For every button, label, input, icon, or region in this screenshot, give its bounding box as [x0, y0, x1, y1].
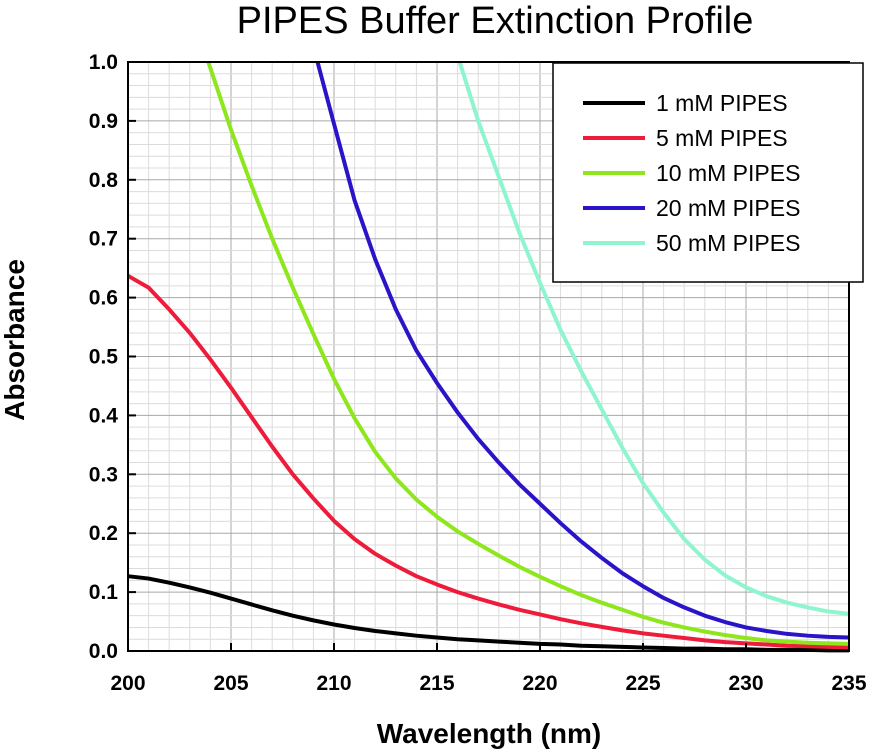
y-tick-label: 0.2	[89, 522, 118, 545]
series-line-3	[206, 61, 850, 646]
x-tick-label: 205	[213, 672, 248, 695]
x-tick-label: 235	[831, 672, 866, 695]
x-tick-label: 215	[419, 672, 454, 695]
y-tick-label: 0.0	[89, 640, 118, 663]
series-line-5	[457, 61, 850, 616]
y-tick-label: 0.9	[89, 110, 118, 133]
legend-label-3: 10 mM PIPES	[656, 160, 800, 186]
y-tick-label: 0.5	[89, 346, 119, 369]
legend-label-1: 1 mM PIPES	[656, 90, 788, 116]
y-tick-label: 0.3	[89, 463, 118, 486]
y-axis-label: Absorbance	[0, 259, 30, 421]
x-tick-label: 200	[110, 672, 145, 695]
legend: 1 mM PIPES 5 mM PIPES 10 mM PIPES 20 mM PIP…	[552, 62, 864, 283]
legend-label-2: 5 mM PIPES	[656, 125, 788, 151]
y-tick-label: 0.4	[89, 404, 119, 427]
legend-label-4: 20 mM PIPES	[656, 195, 800, 221]
x-tick-label: 220	[522, 672, 557, 695]
y-tick-label: 0.1	[89, 581, 119, 604]
tick-marks	[127, 61, 850, 652]
series-layer	[127, 61, 850, 653]
y-tick-label: 0.6	[89, 287, 118, 310]
x-tick-label: 225	[625, 672, 660, 695]
y-tick-label: 0.7	[89, 228, 118, 251]
y-tick-label: 0.8	[89, 169, 119, 192]
legend-label-5: 50 mM PIPES	[656, 230, 800, 256]
x-axis-label: Wavelength (nm)	[377, 718, 602, 749]
series-line-4	[315, 61, 850, 640]
x-tick-label: 210	[316, 672, 351, 695]
chart-title: PIPES Buffer Extinction Profile	[237, 0, 754, 42]
y-tick-label: 1.0	[89, 51, 118, 74]
series-line-2	[127, 274, 850, 650]
x-tick-label: 230	[728, 672, 763, 695]
grid	[127, 61, 850, 652]
x-tick-labels: 200 205 210 215 220 225 230 235	[110, 672, 866, 695]
y-tick-labels: 0.0 0.1 0.2 0.3 0.4 0.5 0.6 0.7 0.8 0.9 1.0	[89, 51, 119, 663]
series-line-1	[127, 574, 849, 653]
